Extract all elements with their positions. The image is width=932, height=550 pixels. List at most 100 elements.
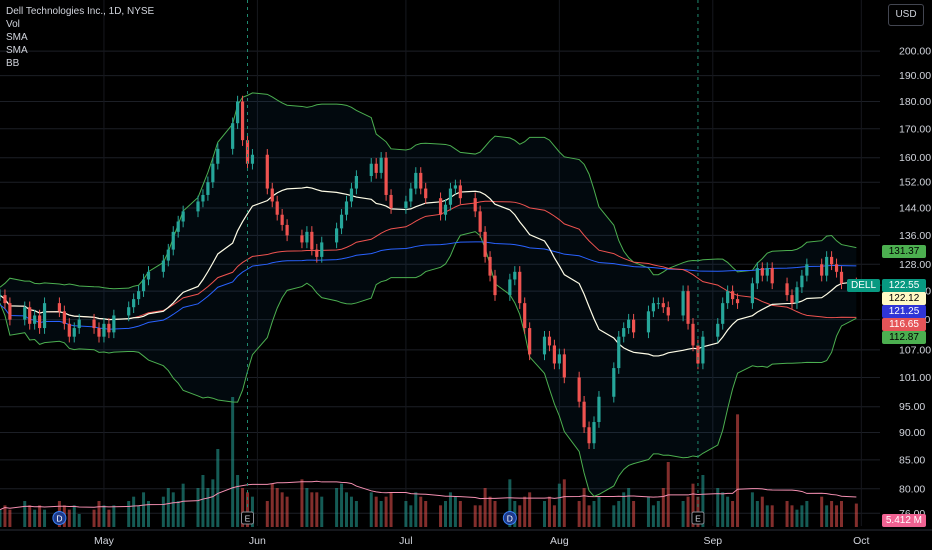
candle-14 (97, 328, 101, 337)
candle-18 (127, 307, 131, 316)
volume-bar-116 (800, 505, 804, 527)
candle-3 (23, 307, 27, 320)
indicator-sma-2[interactable]: SMA (6, 45, 28, 56)
candle-75 (518, 271, 522, 304)
candle-121 (834, 264, 839, 272)
candle-44 (305, 231, 309, 243)
candle-96 (661, 303, 665, 308)
bb-upper-line (0, 92, 857, 290)
y-tick-label-16: 190.00 (899, 70, 931, 82)
candle-1 (3, 295, 7, 304)
volume-bar-92 (632, 501, 636, 527)
earnings-marker-1[interactable] (691, 511, 705, 525)
candle-91 (627, 319, 631, 329)
x-tick-label-1: Jun (249, 535, 266, 547)
volume-bar-13 (92, 509, 96, 527)
candle-26 (176, 221, 180, 232)
volume-bar-62 (424, 501, 428, 527)
candle-21 (141, 279, 146, 292)
earnings-marker-0[interactable] (241, 511, 254, 525)
candle-36 (245, 140, 250, 164)
volume-bar-10 (67, 509, 71, 527)
volume-bar-0 (0, 509, 2, 527)
candle-15 (102, 323, 106, 337)
currency-button[interactable]: USD (888, 4, 924, 26)
price-tag-3: 121.25 (882, 304, 926, 318)
candle-122 (839, 271, 844, 284)
volume-bar-68 (473, 505, 477, 527)
candle-8 (57, 303, 61, 312)
volume-bar-119 (825, 505, 829, 527)
dividend-marker-0[interactable] (52, 511, 67, 525)
volume-bar-86 (592, 501, 596, 527)
candle-89 (617, 336, 621, 369)
y-tick-label-11: 144.00 (899, 203, 931, 215)
volume-bar-23 (161, 496, 165, 527)
volume-bar-65 (448, 492, 452, 527)
y-tick-label-13: 160.00 (899, 152, 931, 164)
candle-60 (414, 172, 418, 189)
volume-bar-58 (404, 501, 408, 527)
volume-bar-40 (275, 488, 279, 527)
candle-118 (820, 264, 824, 276)
candle-62 (424, 188, 428, 199)
candle-105 (726, 291, 730, 304)
volume-bar-18 (127, 501, 131, 527)
candle-7 (42, 303, 47, 329)
indicator-vol[interactable]: Vol (6, 19, 20, 30)
volume-bar-115 (795, 509, 799, 527)
volume-bar-95 (656, 501, 660, 527)
candle-52 (354, 175, 358, 189)
candle-43 (300, 235, 304, 243)
volume-bar-104 (721, 492, 725, 527)
candle-76 (523, 303, 527, 329)
candle-0 (0, 295, 2, 297)
candle-79 (547, 336, 552, 346)
candle-32 (216, 148, 220, 164)
indicator-bb[interactable]: BB (6, 58, 20, 69)
candle-13 (92, 319, 96, 329)
candle-85 (587, 427, 591, 444)
candle-16 (107, 323, 111, 333)
symbol-tag: DELL (846, 278, 880, 292)
x-tick-label-5: Oct (853, 535, 869, 547)
candle-97 (666, 307, 670, 316)
volume-bar-33 (231, 397, 235, 527)
bb-lower-line (0, 231, 857, 497)
indicator-sma-1[interactable]: SMA (6, 32, 28, 43)
volume-bar-99 (686, 496, 690, 527)
candle-54 (374, 163, 378, 173)
volume-bar-45 (310, 492, 314, 527)
volume-bar-83 (577, 501, 581, 527)
volume-bar-75 (518, 505, 522, 527)
candle-71 (488, 256, 492, 276)
x-tick-label-4: Sep (703, 535, 722, 547)
volume-bar-38 (265, 501, 269, 527)
candle-114 (790, 295, 794, 304)
volume-bar-6 (38, 505, 42, 527)
volume-bar-90 (622, 492, 626, 527)
candle-100 (691, 323, 695, 346)
volume-bar-89 (617, 501, 621, 527)
candle-35 (240, 101, 245, 141)
chart-title[interactable]: Dell Technologies Inc., 1D, NYSE (6, 6, 155, 17)
volume-bar-96 (661, 488, 665, 527)
candle-2 (8, 303, 12, 320)
candle-66 (453, 185, 457, 189)
volume-bar-42 (285, 496, 289, 527)
candle-110 (760, 268, 764, 276)
candle-17 (112, 315, 116, 333)
legend: Dell Technologies Inc., 1D, NYSE Vol SMA… (6, 5, 154, 70)
volume-bar-27 (181, 483, 185, 527)
volume-bar-82 (562, 479, 566, 527)
volume-bar-17 (112, 505, 116, 527)
candle-41 (280, 214, 284, 225)
dividend-marker-1[interactable] (502, 511, 517, 525)
volume-bar-36 (246, 492, 249, 527)
candle-108 (750, 283, 754, 304)
candle-82 (562, 354, 566, 378)
volume-bar-46 (315, 492, 319, 527)
volume-bar-24 (166, 488, 170, 527)
